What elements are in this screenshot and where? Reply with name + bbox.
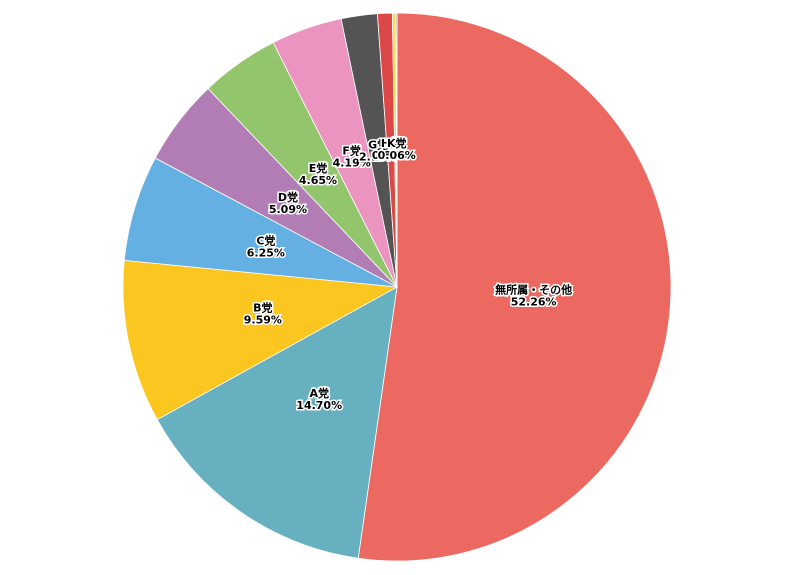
slice-value-label: 9.59% xyxy=(244,314,282,327)
slice-label: G党 xyxy=(368,137,388,151)
pie-slice xyxy=(156,286,398,559)
slice-label: A党 xyxy=(309,386,329,400)
pie-slice xyxy=(122,259,399,421)
pie-slice xyxy=(357,12,672,562)
slice-value-label: 14.70% xyxy=(296,399,342,412)
slice-label: K党 xyxy=(387,136,407,150)
pie-slice xyxy=(395,12,398,288)
slice-label: 無所属・その他 xyxy=(495,283,572,297)
slice-value-label: 4.65% xyxy=(299,174,337,187)
slice-value-label: 5.09% xyxy=(269,203,307,216)
slice-label: H党 xyxy=(381,136,401,150)
slice-label: F党 xyxy=(342,144,361,158)
slice-value-label: 6.25% xyxy=(247,246,285,259)
slice-label: D党 xyxy=(278,190,298,204)
slice-value-label: 2.13% xyxy=(359,150,397,163)
slice-label: B党 xyxy=(253,301,272,315)
slice-value-label: 52.26% xyxy=(511,296,557,309)
slice-value-label: 0.06% xyxy=(378,149,416,162)
slice-value-label: 4.19% xyxy=(333,157,371,170)
slice-value-label: 0.87% xyxy=(372,149,410,162)
slice-label: E党 xyxy=(309,161,328,175)
slice-label: C党 xyxy=(256,233,275,247)
